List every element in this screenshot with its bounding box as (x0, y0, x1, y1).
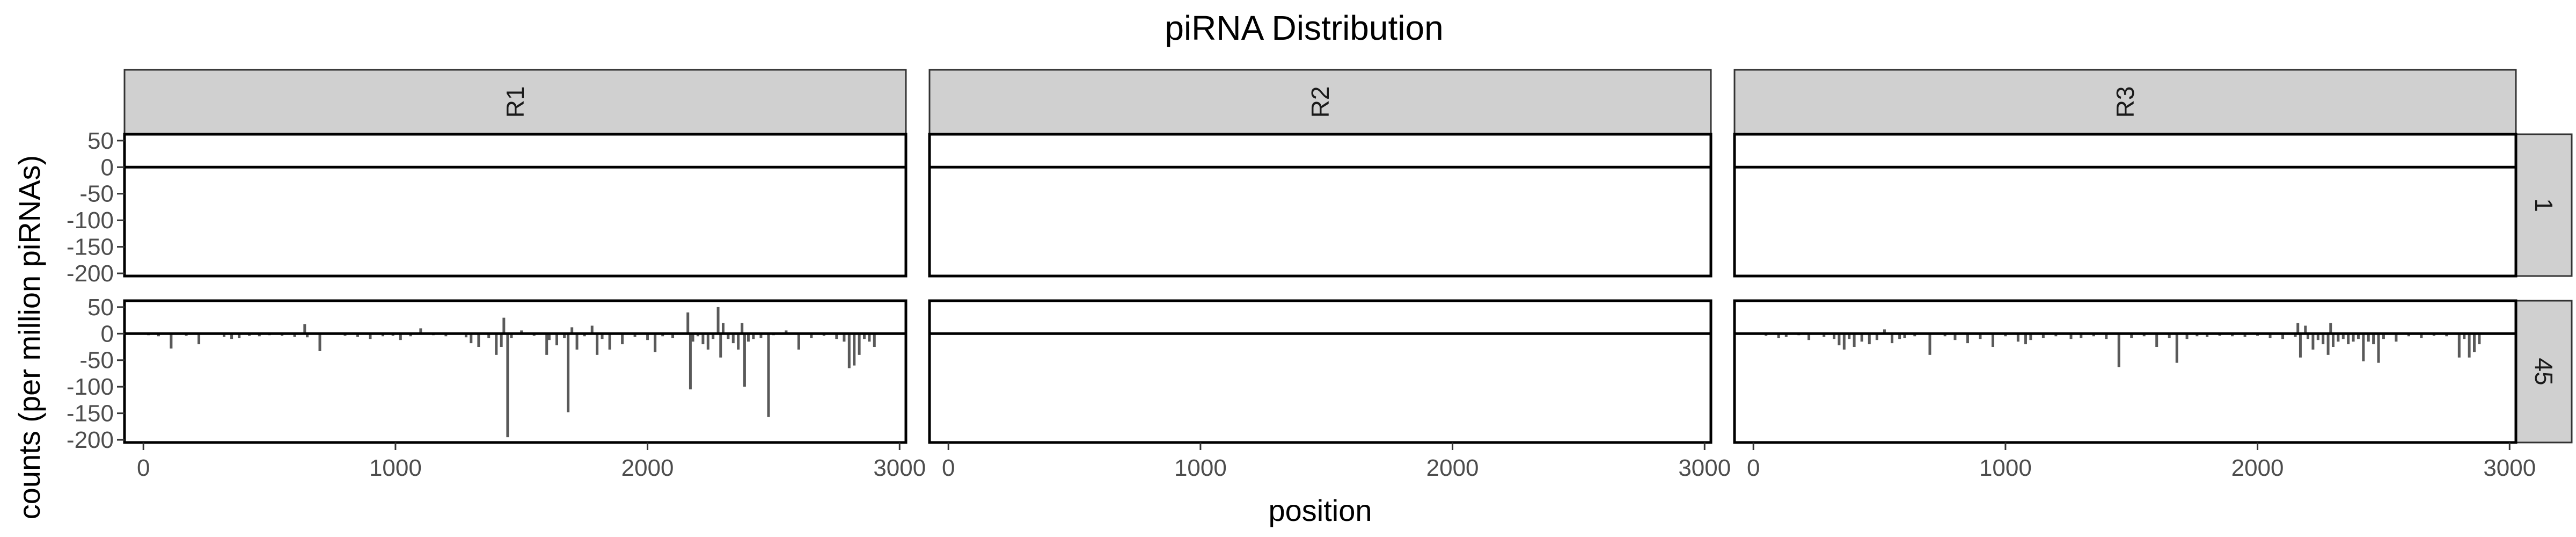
column-strip (1733, 69, 2517, 135)
x-tick-label: 2000 (2231, 455, 2284, 481)
x-tick-label: 3000 (2483, 455, 2536, 481)
column-strip (928, 69, 1712, 135)
y-tick-label: -50 (79, 347, 114, 374)
y-tick-label: 50 (87, 294, 114, 321)
x-tick-label: 2000 (1426, 455, 1479, 481)
x-tick-label: 1000 (1174, 455, 1227, 481)
column-strip-label: R1 (501, 86, 529, 118)
x-tick-label: 3000 (1678, 455, 1731, 481)
y-tick-label: -100 (67, 207, 114, 234)
panel-background (930, 301, 1711, 442)
x-tick-label: 3000 (873, 455, 926, 481)
row-strip (2515, 300, 2573, 444)
panel-border (928, 299, 1713, 444)
panel-border (1733, 299, 2518, 444)
y-tick-label: -50 (79, 181, 114, 207)
panel-border (123, 133, 908, 278)
facet-grid: R1 R2 R3145500-50-100-150-200500-50-100-15… (67, 69, 2573, 481)
x-tick-label: 0 (1747, 455, 1760, 481)
row-strip-label: 45 (2530, 358, 2558, 385)
x-tick-label: 1000 (1979, 455, 2032, 481)
panel-border (123, 299, 908, 444)
panel-background (1735, 301, 2516, 442)
panel-border (928, 133, 1713, 278)
y-tick-label: -200 (67, 260, 114, 287)
y-tick-label: 0 (101, 321, 114, 347)
panel-background (930, 134, 1711, 276)
x-tick-label: 0 (137, 455, 150, 481)
y-axis-title: counts (per million piRNAs) (12, 155, 46, 519)
panel-background (1735, 134, 2516, 276)
y-tick-label: 0 (101, 154, 114, 180)
column-strip-label: R3 (2111, 86, 2139, 118)
row-strip (2515, 133, 2573, 277)
panel-border (1733, 133, 2518, 278)
x-tick-label: 0 (942, 455, 955, 481)
y-tick-label: 50 (87, 128, 114, 154)
panel-background (125, 301, 906, 442)
y-tick-label: -200 (67, 427, 114, 453)
x-axis-title: position (1268, 494, 1372, 527)
column-strip (123, 69, 907, 135)
y-tick-label: -100 (67, 374, 114, 400)
x-tick-label: 1000 (369, 455, 422, 481)
column-strip-label: R2 (1306, 86, 1334, 118)
panel-background (125, 134, 906, 276)
x-tick-label: 2000 (621, 455, 674, 481)
y-tick-label: -150 (67, 401, 114, 427)
y-tick-label: -150 (67, 234, 114, 260)
row-strip-label: 1 (2530, 198, 2558, 212)
chart-title: piRNA Distribution (1165, 9, 1443, 47)
